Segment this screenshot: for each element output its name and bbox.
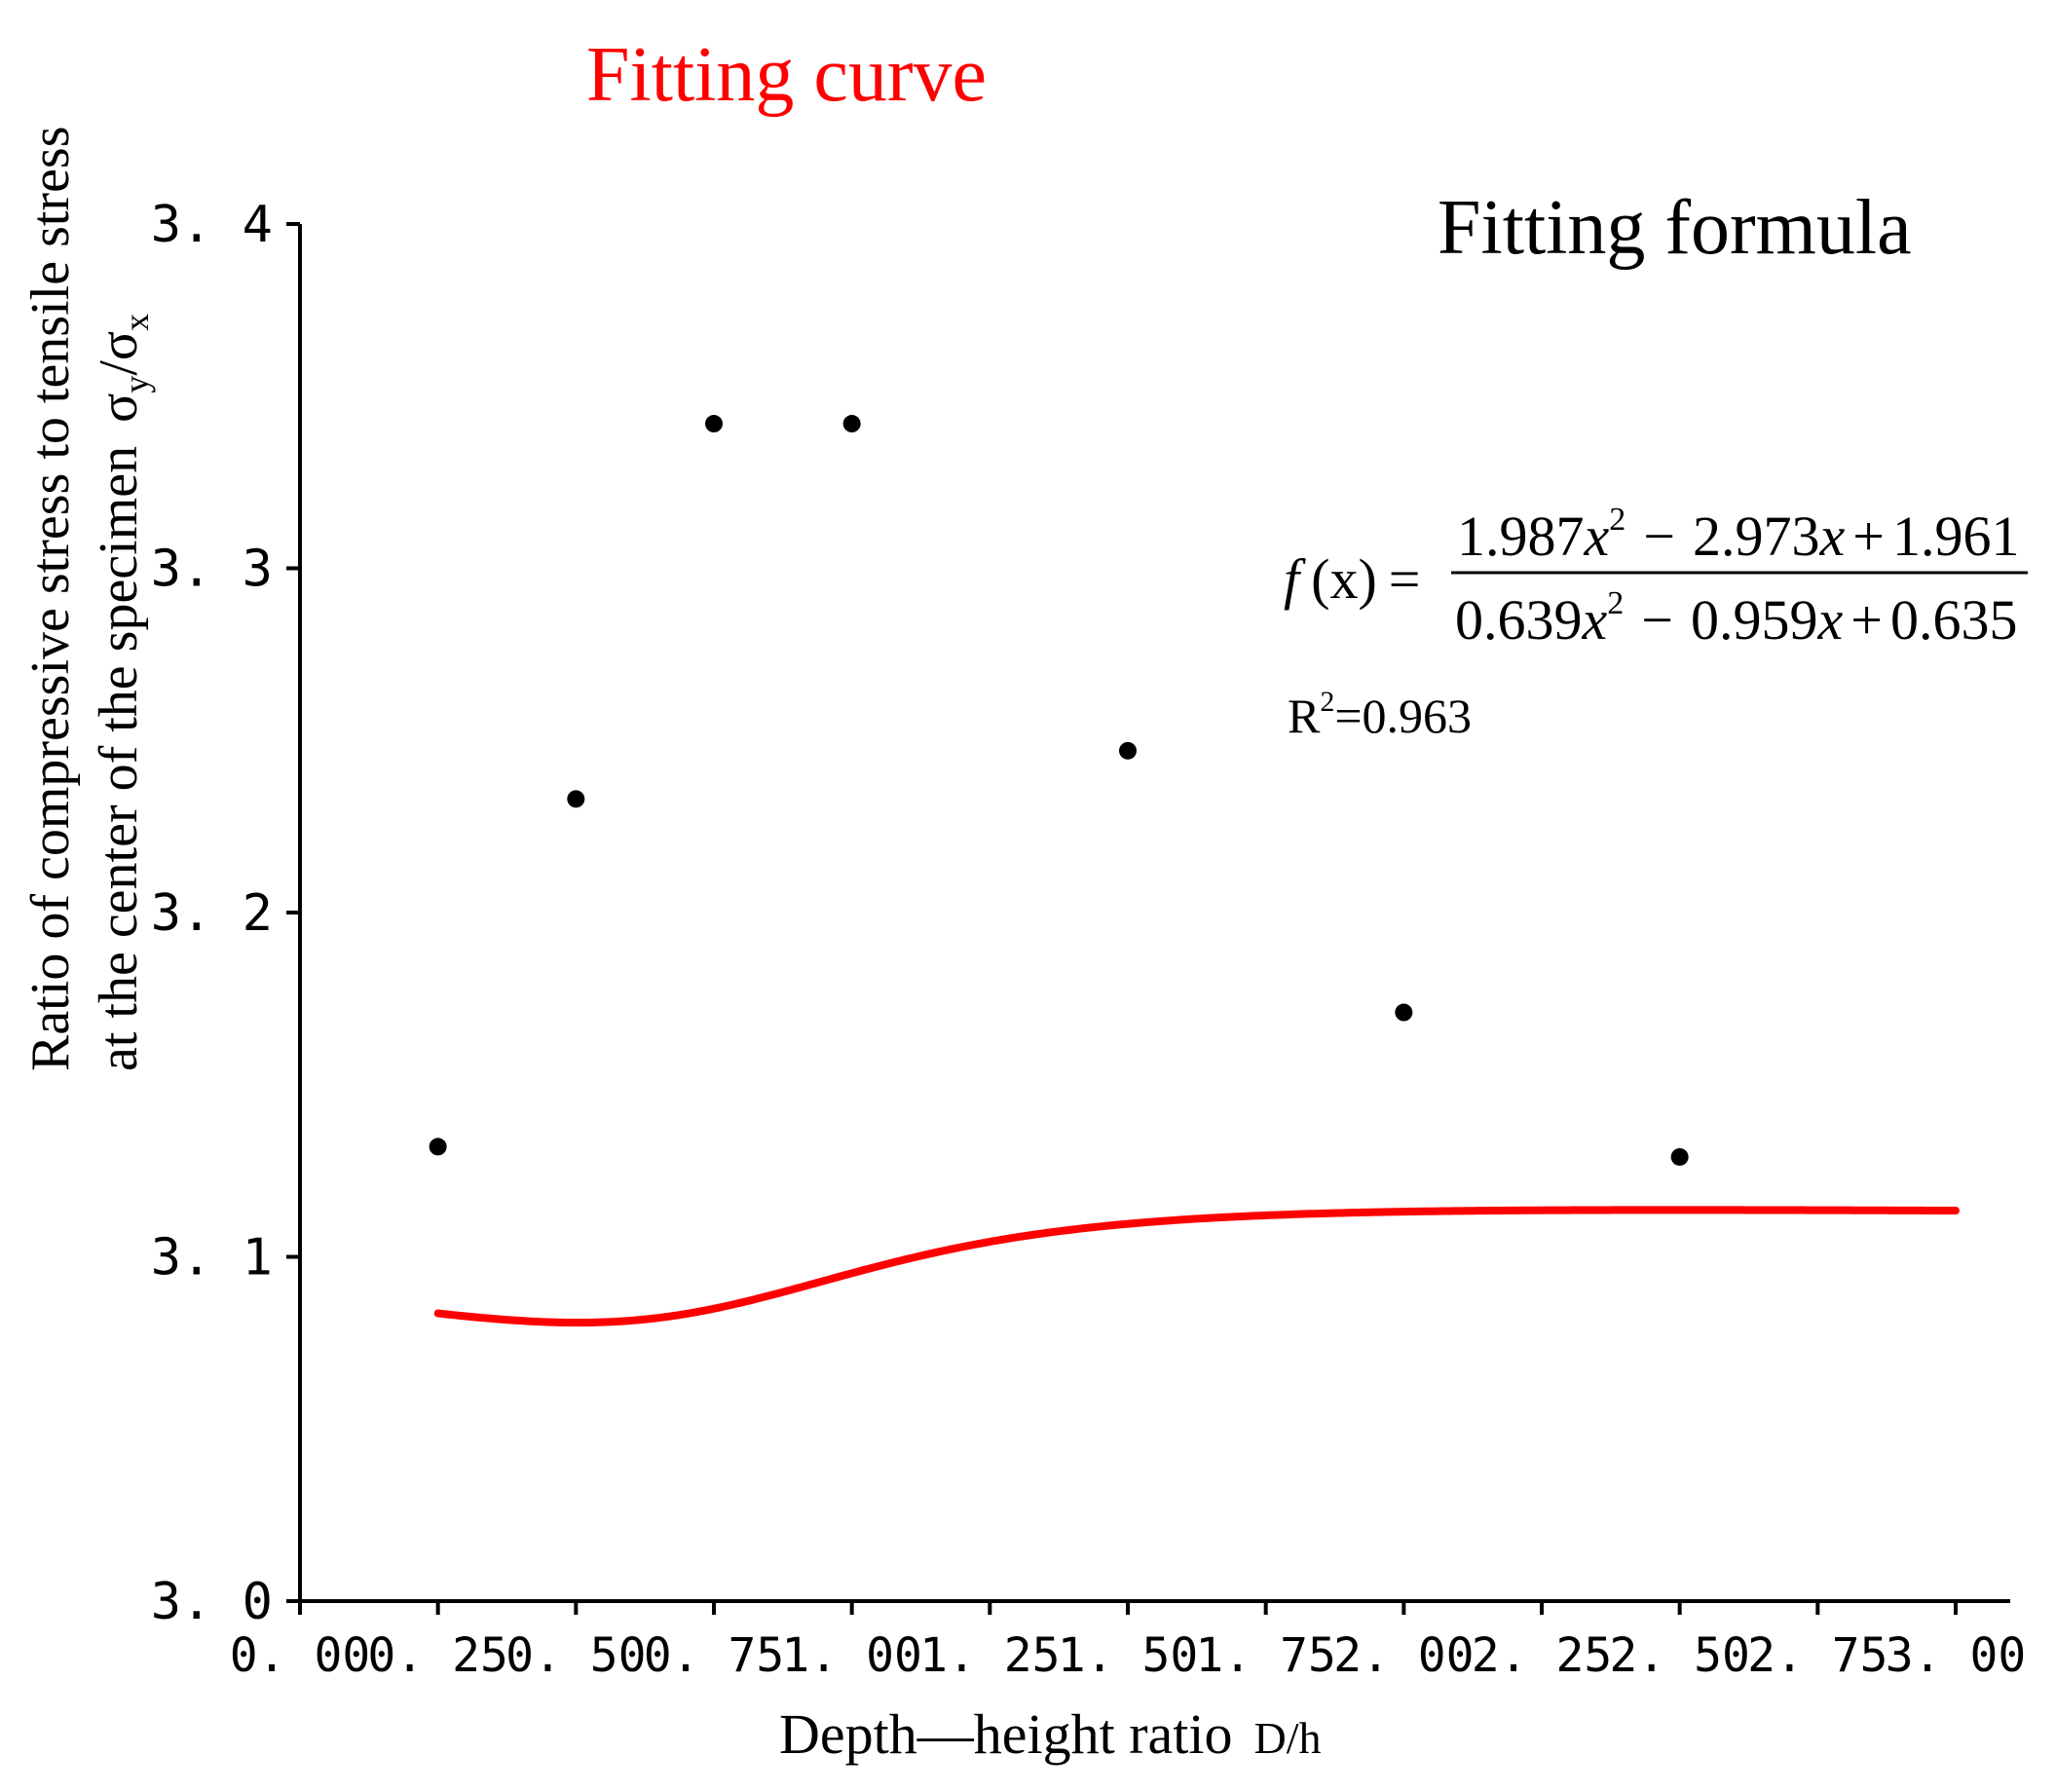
den-var2: x [1816, 588, 1843, 652]
data-point [1670, 1147, 1689, 1166]
y-tick-label: 3. 1 [151, 1229, 273, 1288]
x-tick-label: 1. 75 [1195, 1628, 1336, 1683]
x-tick-label: 1. 00 [781, 1628, 922, 1683]
y-ticks [286, 222, 300, 1603]
x-tick-label: 0. 25 [367, 1628, 508, 1683]
y-tick-label: 3. 0 [151, 1573, 273, 1631]
x-tick-label: 1. 50 [1058, 1628, 1199, 1683]
formula-denominator: 0.639x2−0.959x +0.635 [1455, 585, 2017, 652]
y-axis-label-line2-text: at the center of the specimen [89, 446, 149, 1071]
r2-R: R [1288, 689, 1321, 743]
y-sub-x: x [117, 314, 156, 331]
r2-value: =0.963 [1334, 689, 1472, 743]
den-minus: − [1641, 588, 1673, 652]
y-tick-labels: 3. 0 3. 1 3. 2 3. 3 3. 4 [151, 196, 273, 1631]
data-point [842, 415, 861, 433]
num-a: 1.987 [1457, 504, 1585, 568]
formula-numerator: 1.987x2−2.973x +1.961 [1457, 502, 2019, 568]
den-a: 0.639 [1455, 588, 1583, 652]
num-minus: − [1643, 504, 1675, 568]
x-tick-label: 2. 75 [1747, 1628, 1888, 1683]
y-slash: / [89, 360, 149, 376]
r-squared: R2=0.963 [1288, 686, 1472, 743]
formula-equals: = [1389, 547, 1421, 611]
formula-lhs-f: f [1284, 547, 1306, 611]
x-tick-labels: 0. 000. 250. 500. 751. 001. 251. 501. 75… [230, 1628, 2027, 1683]
formula-lhs: f (x) = [1284, 547, 1420, 611]
y-sigma-2: σ [89, 331, 149, 360]
x-tick-label: 2. 25 [1472, 1628, 1613, 1683]
formula-lhs-args: (x) [1311, 547, 1377, 611]
y-axis-label-line1: Ratio of compressive stress to tensile s… [20, 126, 81, 1071]
x-tick-label: 2. 50 [1609, 1628, 1750, 1683]
y-tick-label: 3. 4 [151, 196, 273, 254]
den-c: 0.635 [1890, 588, 2018, 652]
x-axis-label-text: Depth—height ratio [779, 1702, 1233, 1766]
x-axis-label-unit: D/h [1254, 1713, 1322, 1763]
y-sub-y: y [117, 376, 156, 393]
data-point [567, 790, 585, 808]
y-axis-label: Ratio of compressive stress to tensile s… [20, 126, 156, 1071]
num-pow: 2 [1609, 502, 1625, 538]
data-points [429, 415, 1689, 1166]
x-ticks [298, 1601, 1958, 1615]
x-tick-label: 0. 75 [644, 1628, 785, 1683]
fitting-curve-line [433, 1206, 1960, 1327]
den-pow: 2 [1607, 585, 1624, 621]
data-point [1395, 1003, 1413, 1022]
x-tick-label: 0. 00 [230, 1628, 371, 1683]
data-point [1119, 741, 1137, 760]
den-b: 0.959 [1691, 588, 1818, 652]
num-var: x [1584, 504, 1610, 568]
x-tick-label: 0. 50 [505, 1628, 647, 1683]
num-b: 2.973 [1693, 504, 1820, 568]
y-tick-label: 3. 2 [151, 884, 273, 943]
x-tick-label: 3. 00 [1886, 1628, 2027, 1683]
fitting-formula: f (x) = 1.987x2−2.973x +1.961 0.639x2−0.959… [1284, 502, 2028, 743]
x-axis-label: Depth—height ratio D/h [779, 1702, 1322, 1766]
y-axis-label-line2: at the center of the specimenσy/σx [89, 314, 156, 1071]
x-tick-label: 1. 25 [919, 1628, 1061, 1683]
den-var: x [1582, 588, 1608, 652]
y-sigma-1: σ [89, 393, 149, 423]
num-c: 1.961 [1892, 504, 2020, 568]
num-var2: x [1818, 504, 1845, 568]
data-point [429, 1138, 447, 1156]
fitting-formula-label: Fitting formula [1438, 185, 1912, 271]
den-plus: + [1850, 588, 1883, 652]
num-plus: + [1852, 504, 1885, 568]
r2-pow: 2 [1320, 686, 1334, 718]
y-tick-label: 3. 3 [151, 541, 273, 599]
data-point [705, 415, 723, 433]
x-tick-label: 2. 00 [1333, 1628, 1475, 1683]
axes [298, 224, 2010, 1603]
fitting-curve-label: Fitting curve [586, 32, 987, 118]
